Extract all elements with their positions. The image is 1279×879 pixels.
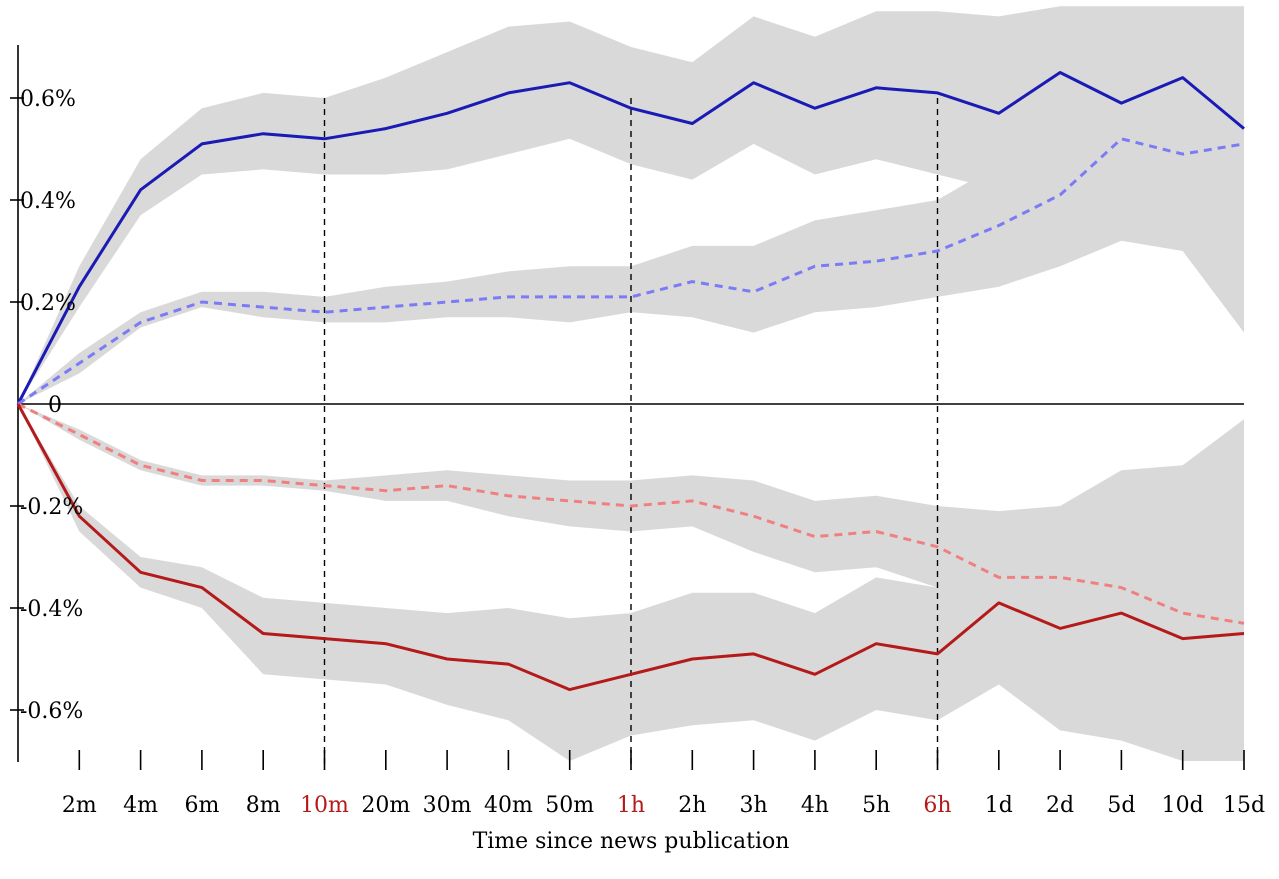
- x-tick-label: 2d: [1046, 793, 1074, 818]
- y-tick-label: 0.4%: [20, 189, 76, 214]
- x-tick-label: 40m: [484, 793, 533, 818]
- x-tick-label: 3h: [740, 793, 768, 818]
- x-tick-label: 4m: [123, 793, 158, 818]
- series-lines: [16, 71, 1245, 692]
- x-tick-label: 5d: [1107, 793, 1135, 818]
- x-tick-label: 8m: [246, 793, 281, 818]
- confidence-band-1: [18, 6, 1244, 404]
- series-line-3: [17, 402, 1245, 625]
- x-tick-label: 2h: [678, 793, 706, 818]
- y-tick-label: 0.2%: [20, 291, 76, 316]
- y-tick-label: 0.6%: [20, 87, 76, 112]
- y-tick-label: -0.6%: [20, 699, 83, 724]
- x-tick-label: 15d: [1223, 793, 1265, 818]
- x-tick-label: 10d: [1162, 793, 1204, 818]
- x-tick-label: 6h: [923, 793, 951, 818]
- x-axis-label: Time since news publication: [473, 829, 790, 854]
- x-tick-label: 4h: [801, 793, 829, 818]
- x-tick-label: 30m: [423, 793, 472, 818]
- x-tick-label: 1d: [985, 793, 1013, 818]
- x-tick-label: 20m: [361, 793, 410, 818]
- y-tick-label: -0.4%: [20, 597, 83, 622]
- x-tick-label: 50m: [545, 793, 594, 818]
- confidence-bands: [18, 6, 1244, 761]
- x-tick-label: 6m: [184, 793, 219, 818]
- x-tick-label: 2m: [62, 793, 97, 818]
- x-tick-label: 10m: [300, 793, 349, 818]
- x-axis-ticks: 2m 4m 6m 8m 10m 20m 30m 40m 50m 1h 2h 3h 4h 5h 6h 1d 2d 5…: [62, 750, 1265, 818]
- series-line-2: [17, 137, 1245, 406]
- series-line-1: [16, 71, 1245, 405]
- y-tick-label: 0: [48, 393, 62, 418]
- series-line-4: [16, 403, 1245, 692]
- x-tick-label: 5h: [862, 793, 890, 818]
- x-tick-label: 1h: [617, 793, 645, 818]
- y-tick-label: -0.2%: [20, 495, 83, 520]
- vertical-marker-lines: [323, 98, 939, 770]
- y-axis-ticks: 0.6% 0.4% 0.2% 0 -0.2% -0.4% -0.6%: [10, 87, 83, 724]
